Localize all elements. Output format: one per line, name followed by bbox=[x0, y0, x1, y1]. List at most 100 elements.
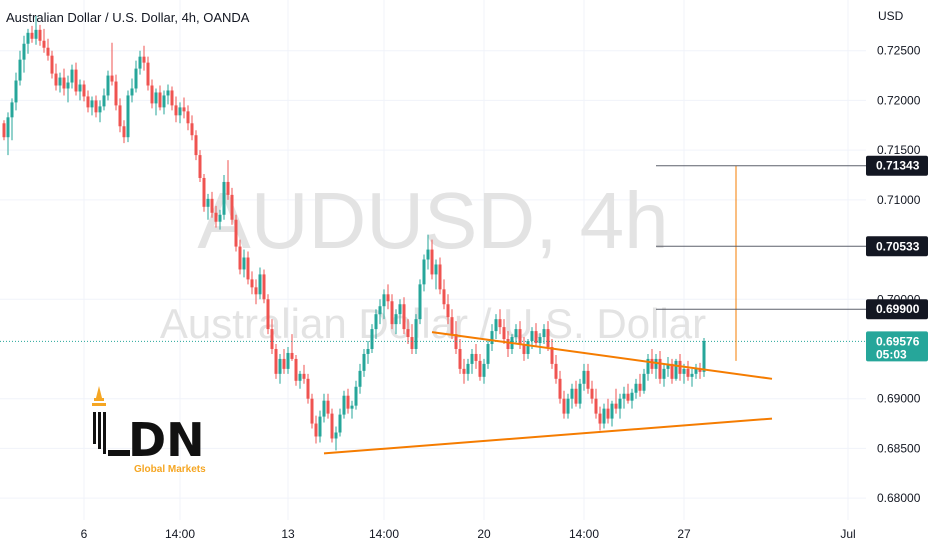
candle-body bbox=[546, 329, 550, 347]
candle-body bbox=[310, 398, 314, 424]
candle-body bbox=[282, 358, 286, 369]
logo-tower-icon bbox=[96, 386, 102, 398]
candle-body bbox=[2, 123, 6, 138]
candle-body bbox=[142, 56, 146, 63]
candle-body bbox=[18, 59, 22, 81]
x-tick-label: 6 bbox=[81, 527, 88, 541]
candle-body bbox=[670, 363, 674, 379]
candle-body bbox=[50, 55, 54, 74]
candle-body bbox=[474, 353, 478, 361]
logo-bar-4 bbox=[108, 450, 130, 456]
y-tick-label: 0.68000 bbox=[877, 491, 921, 505]
candle-body bbox=[538, 337, 542, 344]
candle-body bbox=[630, 392, 634, 401]
candle-body bbox=[490, 331, 494, 345]
candle-body bbox=[494, 319, 498, 332]
candle-body bbox=[386, 294, 390, 302]
candle-body bbox=[618, 398, 622, 409]
candle-body bbox=[270, 329, 274, 349]
candle-body bbox=[210, 198, 214, 213]
candle-body bbox=[158, 92, 162, 108]
candle-body bbox=[34, 29, 38, 39]
candle-body bbox=[362, 353, 366, 371]
candle-body bbox=[66, 82, 70, 89]
y-tick-label: 0.68500 bbox=[877, 441, 921, 455]
candlestick-series bbox=[2, 15, 706, 451]
candle-body bbox=[430, 249, 434, 275]
bar-countdown: 05:03 bbox=[876, 347, 907, 361]
candle-body bbox=[186, 111, 190, 124]
candle-body bbox=[146, 62, 150, 86]
candle-body bbox=[446, 304, 450, 318]
candle-body bbox=[114, 81, 118, 106]
candle-body bbox=[542, 329, 546, 338]
candle-body bbox=[506, 339, 510, 349]
logo-bar-1 bbox=[93, 412, 96, 444]
candle-body bbox=[390, 301, 394, 325]
candle-body bbox=[42, 40, 46, 48]
last-price-label: 0.69576 bbox=[876, 334, 920, 348]
candle-body bbox=[274, 348, 278, 374]
candle-body bbox=[30, 32, 34, 39]
y-tick-label: 0.72500 bbox=[877, 44, 921, 58]
candle-body bbox=[378, 306, 382, 315]
candle-body bbox=[462, 368, 466, 374]
candle-body bbox=[198, 155, 202, 178]
candle-body bbox=[466, 363, 470, 374]
candle-body bbox=[78, 84, 82, 92]
candle-body bbox=[82, 84, 86, 97]
candle-body bbox=[262, 274, 266, 300]
candle-body bbox=[626, 393, 630, 401]
candle-body bbox=[374, 314, 378, 330]
candle-body bbox=[602, 408, 606, 424]
candle-body bbox=[46, 47, 50, 56]
x-tick-label: Jul bbox=[840, 527, 855, 541]
candle-body bbox=[38, 29, 42, 41]
symbol-watermark: AUDUSD, 4h Australian Dollar / U.S. Doll… bbox=[160, 176, 706, 347]
candle-body bbox=[258, 274, 262, 295]
candle-body bbox=[598, 413, 602, 424]
candle-body bbox=[90, 100, 94, 108]
logo-tagline: Global Markets bbox=[134, 464, 206, 475]
candle-body bbox=[610, 403, 614, 419]
candle-body bbox=[102, 95, 106, 107]
candle-body bbox=[414, 319, 418, 349]
candle-body bbox=[666, 363, 670, 369]
candle-body bbox=[246, 257, 250, 280]
candle-body bbox=[590, 388, 594, 399]
price-axis[interactable]: USD 0.725000.720000.715000.710000.700000… bbox=[866, 0, 932, 520]
candle-body bbox=[650, 358, 654, 369]
candle-body bbox=[426, 249, 430, 260]
candle-body bbox=[370, 329, 374, 349]
candle-body bbox=[518, 329, 522, 345]
candle-body bbox=[110, 75, 114, 82]
candle-body bbox=[182, 107, 186, 112]
candle-body bbox=[382, 294, 386, 307]
candle-body bbox=[638, 383, 642, 391]
candle-body bbox=[434, 264, 438, 275]
logo-letters: DN bbox=[128, 413, 205, 467]
candle-body bbox=[254, 287, 258, 295]
candle-body bbox=[482, 363, 486, 377]
candle-body bbox=[442, 289, 446, 305]
y-tick-label: 0.69000 bbox=[877, 392, 921, 406]
drawing-tools[interactable] bbox=[0, 165, 866, 455]
time-axis[interactable]: 6 14:00 13 14:00 20 14:00 27 Jul bbox=[0, 520, 932, 550]
candle-body bbox=[286, 352, 290, 369]
candle-body bbox=[566, 398, 570, 414]
x-tick-label: 14:00 bbox=[569, 527, 599, 541]
candle-body bbox=[530, 331, 534, 342]
candle-body bbox=[330, 413, 334, 439]
candle-body bbox=[646, 358, 650, 374]
candle-body bbox=[238, 246, 242, 270]
candle-body bbox=[122, 126, 126, 138]
time-axis-bg bbox=[0, 520, 932, 550]
candle-body bbox=[206, 198, 210, 207]
candle-body bbox=[62, 77, 66, 89]
candle-body bbox=[226, 181, 230, 195]
logo-tower-base bbox=[94, 398, 104, 401]
level-price-tag bbox=[866, 236, 928, 257]
candle-body bbox=[350, 405, 354, 409]
